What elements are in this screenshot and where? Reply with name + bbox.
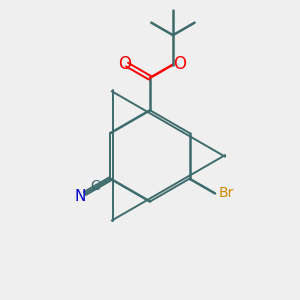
Text: O: O <box>173 55 186 73</box>
Text: N: N <box>74 189 85 204</box>
Text: Br: Br <box>219 186 234 200</box>
Text: C: C <box>90 179 100 193</box>
Text: O: O <box>118 55 131 73</box>
